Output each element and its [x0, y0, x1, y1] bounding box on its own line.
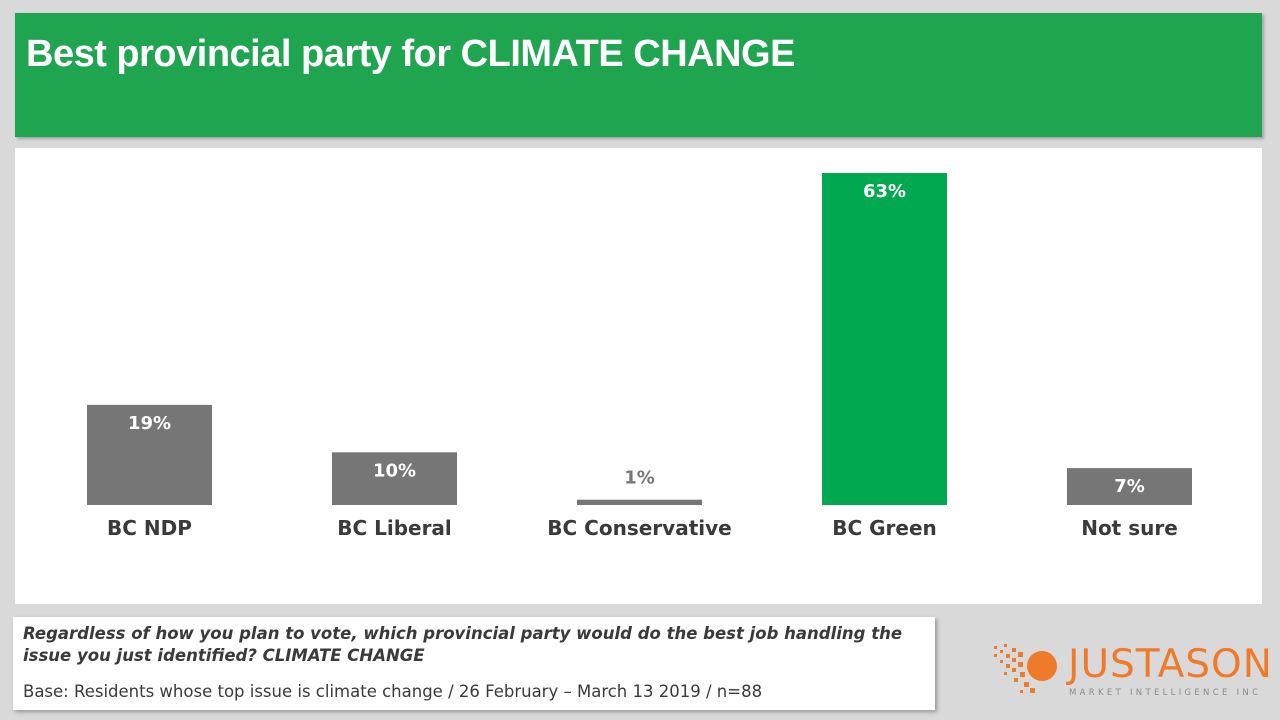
page-title: Best provincial party for CLIMATE CHANGE	[26, 33, 795, 75]
logo-tagline: MARKET INTELLIGENCE INC	[1069, 688, 1262, 698]
data-label-not-sure: 7%	[1114, 476, 1145, 497]
category-label-bc-liberal: BC Liberal	[337, 516, 452, 540]
logo-name: JUSTASON	[1068, 642, 1273, 687]
bar-bc-conservative	[577, 499, 702, 505]
bar-not-sure	[1067, 468, 1192, 505]
category-label-bc-green: BC Green	[832, 516, 937, 540]
bar-bc-ndp	[87, 404, 212, 505]
category-label-not-sure: Not sure	[1081, 516, 1178, 540]
question-text: Regardless of how you plan to vote, whic…	[23, 624, 903, 665]
question-note: Regardless of how you plan to vote, whic…	[13, 617, 935, 710]
logo-mark-icon	[994, 644, 1057, 693]
chart-panel: 19% BC NDP 10% BC Liberal 1% BC Conservative 6…	[15, 148, 1262, 604]
base-text: Base: Residents whose top issue is clima…	[23, 682, 763, 701]
data-label-bc-conservative: 1%	[624, 468, 655, 489]
justason-logo: JUSTASON MARKET INTELLIGENCE INC	[990, 640, 1273, 704]
category-label-bc-conservative: BC Conservative	[547, 516, 731, 540]
data-label-bc-liberal: 10%	[373, 460, 416, 481]
title-banner: Best provincial party for CLIMATE CHANGE	[15, 13, 1262, 137]
category-label-bc-ndp: BC NDP	[107, 516, 192, 540]
data-label-bc-ndp: 19%	[128, 413, 171, 434]
bar-bc-liberal	[332, 452, 457, 505]
data-label-bc-green: 63%	[863, 181, 906, 202]
bar-chart: 19% BC NDP 10% BC Liberal 1% BC Conservative 6…	[87, 173, 1192, 540]
bar-bc-green	[822, 173, 947, 505]
